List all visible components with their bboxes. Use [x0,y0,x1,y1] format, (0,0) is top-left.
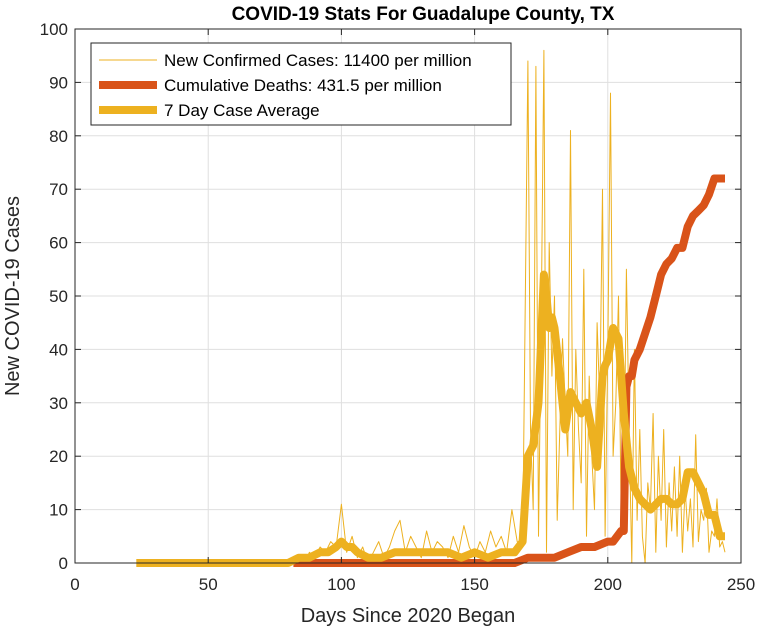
y-tick-label: 90 [49,73,68,92]
y-axis-label: New COVID-19 Cases [2,196,24,396]
chart-title: COVID-19 Stats For Guadalupe County, TX [232,4,615,25]
series-layer [136,49,726,567]
legend-items: New Confirmed Cases: 11400 per million Cu… [99,51,472,120]
legend-label: 7 Day Case Average [164,101,320,120]
y-tick-label: 30 [49,394,68,413]
x-axis-label: Days Since 2020 Began [301,605,516,627]
x-tick-label: 50 [199,575,218,594]
series-line-2 [293,174,725,567]
legend: New Confirmed Cases: 11400 per million Cu… [90,42,512,126]
y-tick-label: 10 [49,501,68,520]
y-tick-label: 100 [40,20,68,39]
ticks: 0 50 100 150 200 250 0 10 20 30 40 50 60 70 80 90 100 [40,20,756,594]
legend-label: New Confirmed Cases: 11400 per million [164,51,472,70]
y-tick-label: 50 [49,287,68,306]
series-line-3 [136,270,725,567]
x-tick-label: 100 [327,575,355,594]
y-tick-label: 40 [49,340,68,359]
y-tick-label: 0 [59,554,68,573]
series-line-1 [293,49,726,564]
x-tick-label: 250 [727,575,755,594]
x-tick-label: 0 [70,575,79,594]
y-tick-label: 70 [49,180,68,199]
legend-box [90,42,512,126]
x-tick-label: 150 [460,575,488,594]
x-tick-label: 200 [594,575,622,594]
y-tick-label: 80 [49,127,68,146]
y-tick-label: 20 [49,447,68,466]
legend-label: Cumulative Deaths: 431.5 per million [164,76,442,95]
y-tick-label: 60 [49,234,68,253]
